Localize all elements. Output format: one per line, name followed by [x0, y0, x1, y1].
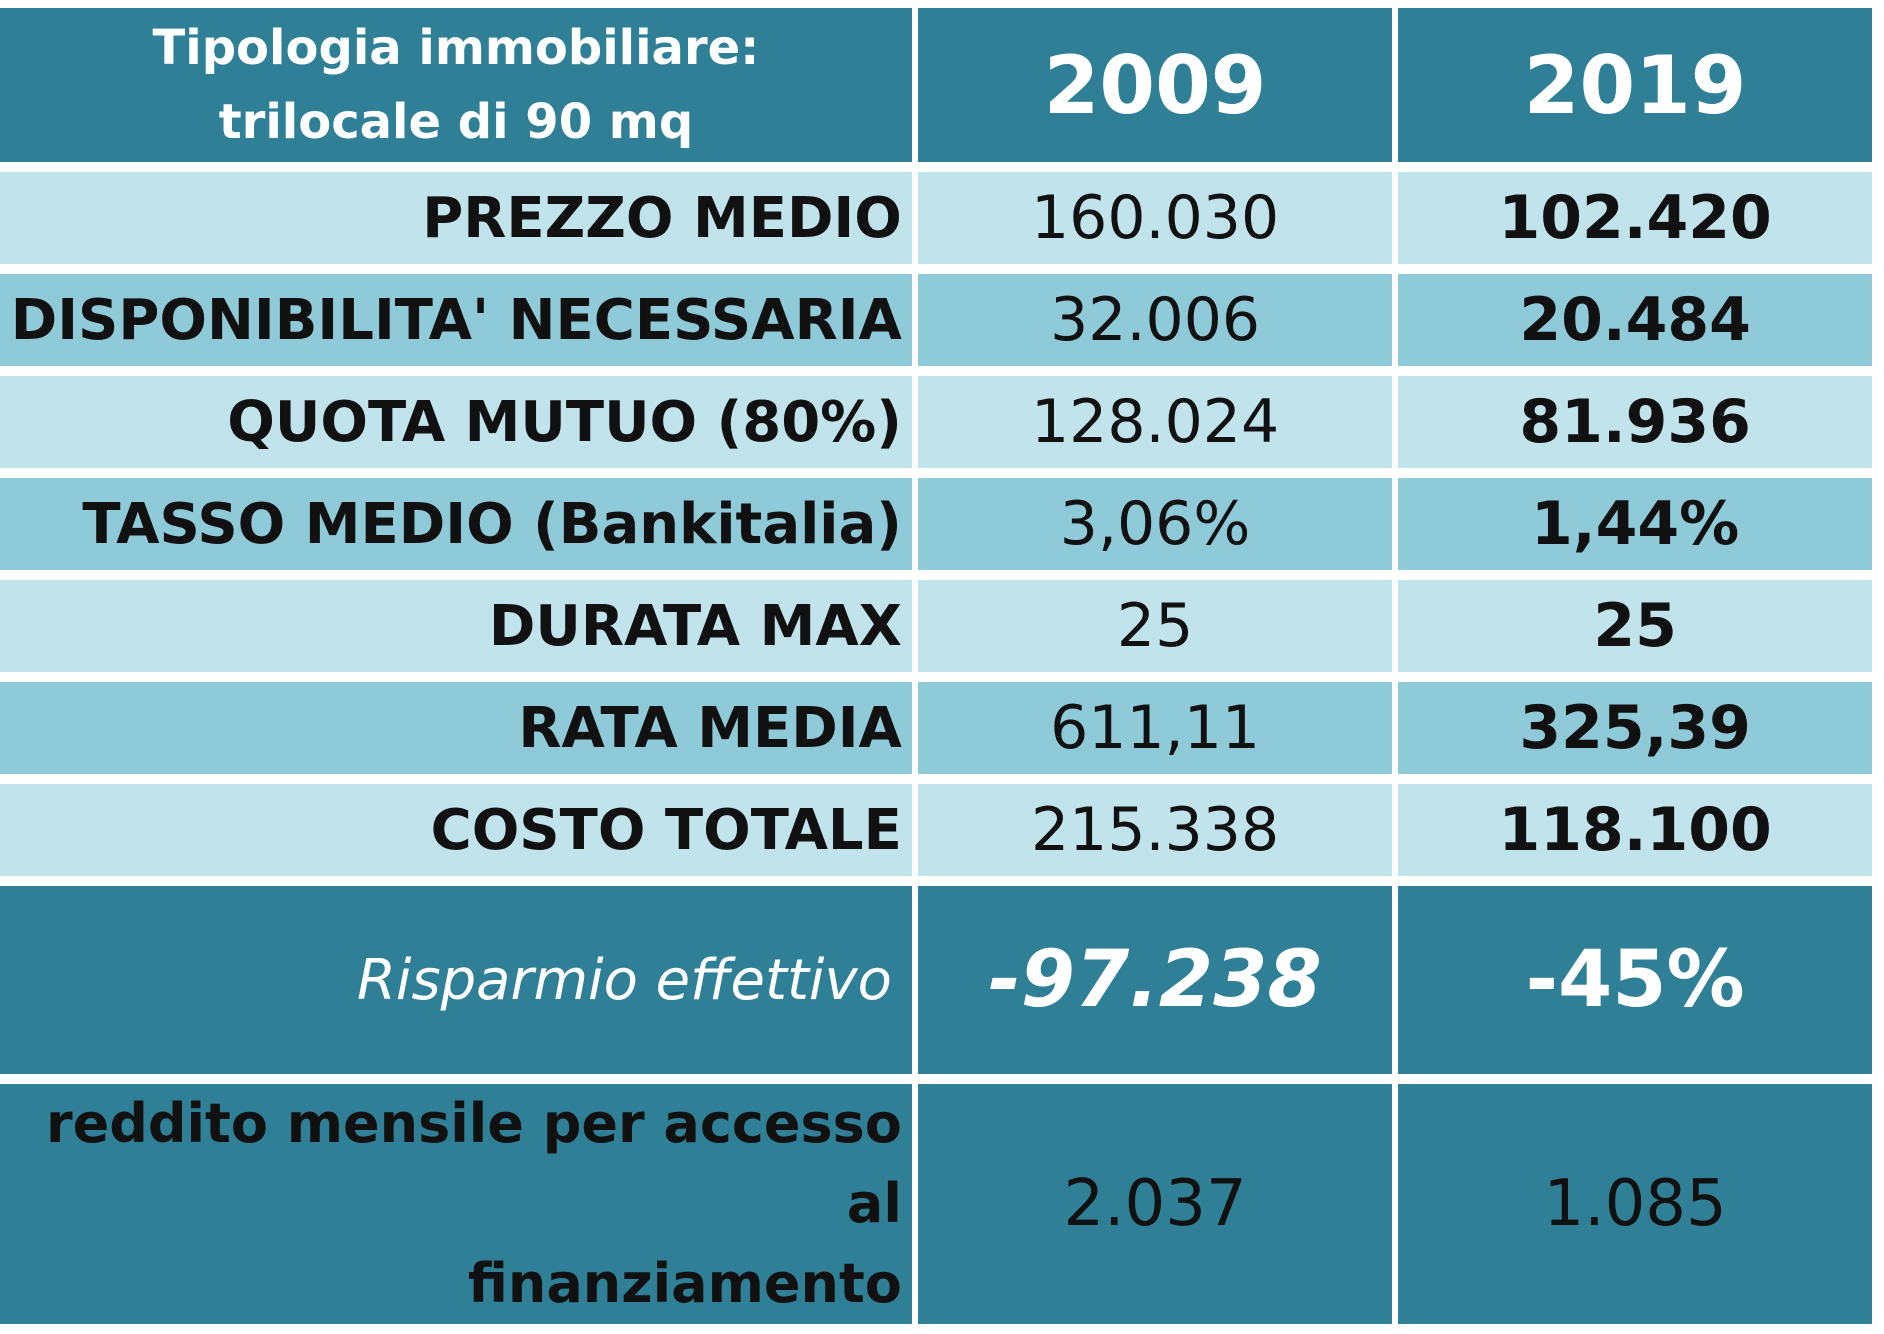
value-2019: 81.936: [1398, 376, 1872, 468]
table-row: QUOTA MUTUO (80%) 128.024 81.936: [0, 376, 1872, 468]
header-year-2009: 2009: [917, 8, 1393, 162]
value-2019: 25: [1398, 580, 1872, 672]
value-2009: 3,06%: [917, 478, 1393, 570]
table-row: COSTO TOTALE 215.338 118.100: [0, 784, 1872, 876]
income-value-2009: 2.037: [917, 1084, 1393, 1324]
row-label: QUOTA MUTUO (80%): [0, 376, 912, 468]
value-2009: 215.338: [917, 784, 1393, 876]
row-label: DURATA MAX: [0, 580, 912, 672]
header-label-cell: Tipologia immobiliare: trilocale di 90 m…: [0, 8, 912, 162]
value-2009: 128.024: [917, 376, 1393, 468]
header-label-line1: Tipologia immobiliare:: [152, 20, 760, 76]
value-2009: 160.030: [917, 172, 1393, 264]
value-2009: 25: [917, 580, 1393, 672]
value-2009: 32.006: [917, 274, 1393, 366]
income-label-line1: reddito mensile per accesso al: [45, 1092, 902, 1235]
header-label-line2: trilocale di 90 mq: [218, 94, 694, 150]
income-row: reddito mensile per accesso al finanziame…: [0, 1084, 1872, 1324]
value-2009: 611,11: [917, 682, 1393, 774]
table-row: TASSO MEDIO (Bankitalia) 3,06% 1,44%: [0, 478, 1872, 570]
table-row: DURATA MAX 25 25: [0, 580, 1872, 672]
row-label: RATA MEDIA: [0, 682, 912, 774]
income-value-2019: 1.085: [1398, 1084, 1872, 1324]
header-row: Tipologia immobiliare: trilocale di 90 m…: [0, 8, 1872, 162]
saving-row: Risparmio effettivo -97.238 -45%: [0, 886, 1872, 1074]
value-2019: 325,39: [1398, 682, 1872, 774]
income-label-line2: finanziamento: [467, 1252, 902, 1315]
table-row: DISPONIBILITA' NECESSARIA 32.006 20.484: [0, 274, 1872, 366]
row-label: PREZZO MEDIO: [0, 172, 912, 264]
saving-value-2009: -97.238: [917, 886, 1393, 1074]
table-row: RATA MEDIA 611,11 325,39: [0, 682, 1872, 774]
value-2019: 20.484: [1398, 274, 1872, 366]
saving-value-2019: -45%: [1398, 886, 1872, 1074]
value-2019: 102.420: [1398, 172, 1872, 264]
row-label: DISPONIBILITA' NECESSARIA: [0, 274, 912, 366]
row-label: TASSO MEDIO (Bankitalia): [0, 478, 912, 570]
row-label: COSTO TOTALE: [0, 784, 912, 876]
table-row: PREZZO MEDIO 160.030 102.420: [0, 172, 1872, 264]
income-label: reddito mensile per accesso al finanziame…: [0, 1084, 912, 1324]
value-2019: 1,44%: [1398, 478, 1872, 570]
header-year-2019: 2019: [1398, 8, 1872, 162]
mortgage-comparison-table: Tipologia immobiliare: trilocale di 90 m…: [0, 8, 1872, 1324]
saving-label: Risparmio effettivo: [0, 886, 912, 1074]
value-2019: 118.100: [1398, 784, 1872, 876]
